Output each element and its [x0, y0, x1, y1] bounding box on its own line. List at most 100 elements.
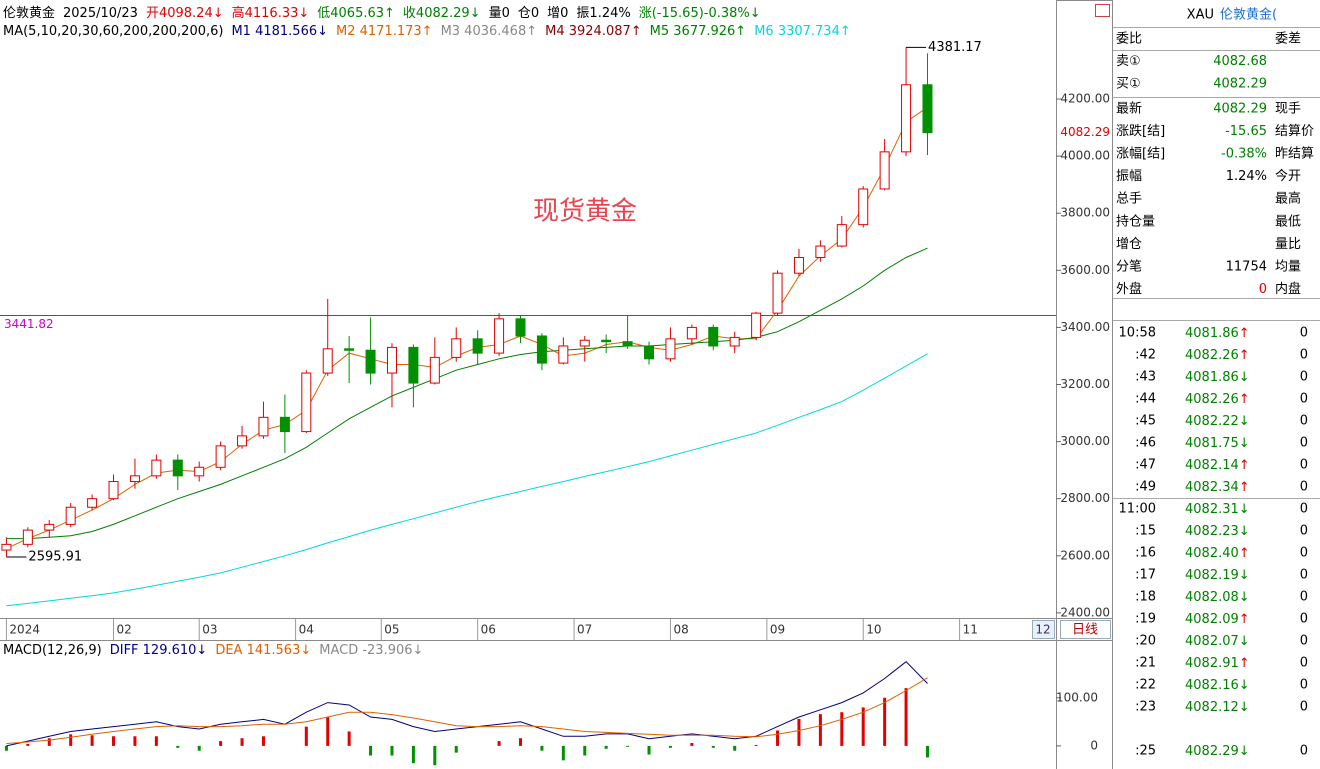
candle-body — [858, 188, 869, 226]
quote-name: 伦敦黄金( — [1220, 7, 1277, 23]
quote-label2: 最高 — [1275, 191, 1301, 207]
quote-label2: 昨结算 — [1275, 147, 1314, 162]
level-label: 3441.82 — [4, 317, 54, 331]
quote-label: 增仓 — [1116, 237, 1142, 252]
tick-volume: 0 — [1300, 524, 1308, 539]
tick-price-value: 4081.75 — [1185, 436, 1239, 451]
min-label: 2595.91 — [28, 549, 82, 564]
candle-body — [901, 84, 912, 153]
tick-volume: 0 — [1300, 392, 1308, 407]
tick-direction: ↓ — [1239, 700, 1250, 715]
tick-price-value: 4082.26 — [1185, 348, 1239, 363]
tick-direction: ↑ — [1239, 458, 1250, 473]
candle-body — [772, 272, 783, 314]
tick-time: :21 — [1135, 656, 1156, 671]
quote-label2: 委差 — [1275, 32, 1301, 47]
tick-price: 4082.09↑ — [1185, 612, 1250, 627]
expand-button[interactable] — [1095, 4, 1110, 17]
tick-price-value: 4082.34 — [1185, 480, 1239, 495]
header-info-item: 低4065.63↑ — [317, 6, 395, 21]
macd-legend-item: DIFF 129.610↓ — [110, 643, 208, 658]
period-label: 日线 — [1072, 623, 1098, 638]
y-tick-label: 4200.00 — [1060, 92, 1110, 106]
candle-body — [601, 339, 612, 343]
quote-label: 分笔 — [1116, 259, 1142, 275]
y-tick-label: 100.00 — [1056, 690, 1098, 704]
tick-price-value: 4082.14 — [1185, 458, 1239, 473]
header-info-item: 高4116.33↓ — [232, 5, 310, 21]
ma-legend-item: M4 3924.087↑ — [545, 24, 642, 39]
tick-price: 4082.34↑ — [1185, 480, 1250, 495]
tick-time: :42 — [1135, 348, 1156, 363]
tick-volume: 0 — [1300, 568, 1308, 583]
tick-price: 4082.91↑ — [1185, 656, 1250, 671]
quote-value: 4082.29 — [1213, 101, 1267, 116]
tick-time: 10:58 — [1119, 326, 1156, 341]
header-info-item: 涨(-15.65)-0.38%↓ — [639, 6, 761, 21]
y-tick-label: 2600.00 — [1060, 548, 1110, 562]
tick-price: 4082.26↑ — [1185, 392, 1250, 407]
candle-body — [922, 84, 933, 134]
ma-legend-item: MA(5,10,20,30,60,200,200,200,6) — [3, 24, 223, 39]
x-tick-label: 10 — [866, 623, 881, 637]
tick-direction: ↓ — [1239, 634, 1250, 649]
tick-direction: ↑ — [1239, 480, 1250, 495]
candle-body — [279, 416, 290, 433]
quote-value: 4082.29 — [1213, 77, 1267, 92]
tick-time: :19 — [1135, 612, 1156, 627]
quote-label2: 结算价 — [1275, 124, 1314, 139]
tick-direction: ↑ — [1239, 546, 1250, 561]
tick-price-value: 4082.31 — [1185, 502, 1239, 517]
tick-price: 4081.86↑ — [1185, 326, 1250, 341]
tick-direction: ↓ — [1239, 590, 1250, 605]
candle-body — [686, 326, 697, 340]
quote-label: 振幅 — [1116, 169, 1142, 184]
y-tick-label: 0 — [1090, 738, 1098, 752]
tick-time: 11:00 — [1119, 502, 1156, 517]
candle-body — [365, 349, 376, 374]
candle-body — [108, 481, 119, 500]
quote-value: 11754 — [1226, 260, 1267, 275]
header-info-item: 开4098.24↓ — [146, 6, 224, 21]
quote-label: 委比 — [1116, 32, 1142, 47]
ma-line — [6, 247, 928, 540]
macd-legend-item: MACD(12,26,9) — [3, 643, 102, 658]
tick-price: 4082.22↓ — [1185, 414, 1250, 429]
quote-value: 1.24% — [1226, 169, 1267, 184]
quote-label: 最新 — [1116, 100, 1142, 116]
ma-legend-item: M5 3677.926↑ — [650, 24, 747, 39]
tick-price-value: 4082.08 — [1185, 590, 1239, 605]
candle-body — [879, 151, 890, 190]
quote-label: 卖① — [1116, 54, 1141, 69]
tick-direction: ↓ — [1239, 502, 1250, 517]
candle-body — [129, 475, 140, 483]
candle-body — [665, 338, 676, 360]
tick-price-value: 4081.86 — [1185, 370, 1239, 385]
candle-body — [729, 336, 740, 347]
quote-label: 持仓量 — [1116, 214, 1155, 229]
candle-body — [172, 459, 183, 477]
macd-line — [6, 661, 928, 747]
tick-price-value: 4082.07 — [1185, 634, 1239, 649]
quote-label: 涨跌[结] — [1116, 123, 1165, 139]
ma-legend-item: M2 4171.173↑ — [336, 24, 433, 39]
macd-line — [6, 677, 928, 744]
tick-time: :44 — [1135, 392, 1156, 407]
ma-line — [6, 353, 928, 607]
tick-price: 4082.19↓ — [1185, 568, 1250, 583]
period-tab[interactable] — [1032, 620, 1055, 639]
y-tick-label: 3400.00 — [1060, 320, 1110, 334]
candle-body — [708, 326, 719, 347]
tick-price-value: 4082.22 — [1185, 414, 1239, 429]
tick-volume: 0 — [1300, 348, 1308, 363]
tick-time: :18 — [1135, 590, 1156, 605]
tick-direction: ↑ — [1239, 392, 1250, 407]
tick-volume: 0 — [1300, 546, 1308, 561]
ma-legend-item: M6 3307.734↑ — [754, 24, 851, 39]
header-info: 伦敦黄金 2025/10/23 开4098.24↓ 高4116.33↓ 低4065.63… — [3, 5, 761, 21]
period-box[interactable] — [1060, 620, 1111, 639]
tick-volume: 0 — [1300, 370, 1308, 385]
tick-price-value: 4082.91 — [1185, 656, 1239, 671]
y-tick-label: 3600.00 — [1060, 263, 1110, 277]
quote-label2: 量比 — [1275, 237, 1301, 252]
